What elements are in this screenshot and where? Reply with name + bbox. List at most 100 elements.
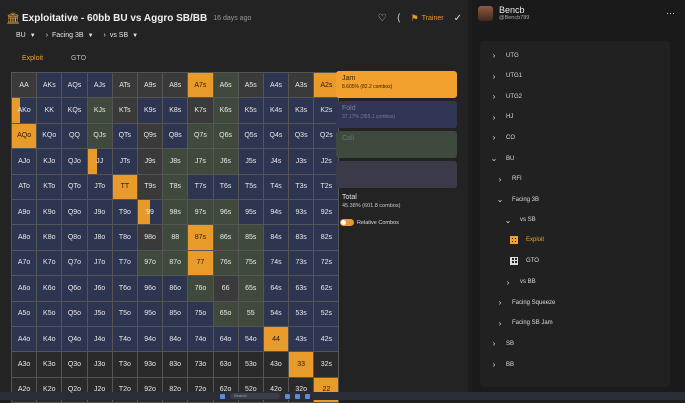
hand-cell[interactable]: QTs xyxy=(112,123,137,149)
filter-opponent[interactable]: › vs SB ▼ xyxy=(104,32,139,39)
hand-cell[interactable]: AJo xyxy=(12,149,37,174)
hand-cell[interactable]: T8o xyxy=(112,225,137,250)
legend-call[interactable]: Call xyxy=(336,131,457,158)
toggle-switch[interactable] xyxy=(340,219,354,226)
hand-cell[interactable]: AJs xyxy=(87,73,112,98)
tab-gto[interactable]: GTO xyxy=(71,55,87,62)
hand-cell[interactable]: J3o xyxy=(87,352,112,377)
hand-cell[interactable]: 84s xyxy=(263,225,289,250)
hand-cell[interactable]: 75o xyxy=(188,301,213,326)
hand-cell[interactable]: Q9o xyxy=(62,199,87,225)
hand-cell[interactable]: JJ xyxy=(87,149,112,174)
hand-cell[interactable]: K3s xyxy=(289,98,314,123)
tree-node[interactable]: › UTG2 xyxy=(490,92,522,101)
hand-cell[interactable]: J9o xyxy=(87,199,112,225)
hand-cell[interactable]: T8s xyxy=(163,174,188,199)
filter-action[interactable]: › Facing 3B ▼ xyxy=(46,32,94,39)
hand-cell[interactable]: K8s xyxy=(163,98,188,123)
hand-cell[interactable]: QQ xyxy=(62,123,87,149)
hand-cell[interactable]: K7s xyxy=(188,98,213,123)
hand-cell[interactable]: Q5s xyxy=(238,123,263,149)
hand-cell[interactable]: 42s xyxy=(314,326,339,352)
hand-cell[interactable]: 94s xyxy=(263,199,289,225)
hand-cell[interactable]: 54s xyxy=(263,301,289,326)
tree-node[interactable]: › vs BB xyxy=(504,278,536,287)
hand-cell[interactable]: 83s xyxy=(289,225,314,250)
hand-cell[interactable]: 63o xyxy=(213,352,238,377)
hand-cell[interactable]: J3s xyxy=(289,149,314,174)
hand-cell[interactable]: J8o xyxy=(87,225,112,250)
hand-cell[interactable]: Q5o xyxy=(62,301,87,326)
hand-cell[interactable]: AQo xyxy=(12,123,37,149)
hand-cell[interactable]: 52s xyxy=(314,301,339,326)
hand-cell[interactable]: Q4o xyxy=(62,326,87,352)
tree-node[interactable]: › BB xyxy=(490,360,514,369)
hand-cell[interactable]: K6s xyxy=(213,98,238,123)
hand-cell[interactable]: A8s xyxy=(163,73,188,98)
hand-cell[interactable]: K5o xyxy=(37,301,62,326)
hand-cell[interactable]: K5s xyxy=(238,98,263,123)
hand-cell[interactable]: K3o xyxy=(37,352,62,377)
hand-cell[interactable]: J2s xyxy=(314,149,339,174)
hand-cell[interactable]: Q6o xyxy=(62,276,87,301)
hand-cell[interactable]: T4o xyxy=(112,326,137,352)
heart-icon[interactable]: ♡ xyxy=(377,12,387,24)
hand-cell[interactable]: K8o xyxy=(37,225,62,250)
hand-cell[interactable]: 95s xyxy=(238,199,263,225)
hand-cell[interactable]: JTo xyxy=(87,174,112,199)
hand-cell[interactable]: T9s xyxy=(137,174,163,199)
hand-cell[interactable]: KJs xyxy=(87,98,112,123)
hand-cell[interactable]: 97o xyxy=(137,250,163,276)
tab-exploit[interactable]: Exploit xyxy=(22,55,44,62)
hand-cell[interactable]: 87s xyxy=(188,225,213,250)
hand-cell[interactable]: 95o xyxy=(137,301,163,326)
hand-cell[interactable]: 53o xyxy=(238,352,263,377)
hand-cell[interactable]: A9s xyxy=(137,73,163,98)
hand-cell[interactable]: T5s xyxy=(238,174,263,199)
hand-cell[interactable]: Q6s xyxy=(213,123,238,149)
hand-cell[interactable]: 76s xyxy=(213,250,238,276)
hand-cell[interactable]: Q4s xyxy=(263,123,289,149)
hand-cell[interactable]: Q7o xyxy=(62,250,87,276)
hand-cell[interactable]: AKs xyxy=(37,73,62,98)
hand-cell[interactable]: 85s xyxy=(238,225,263,250)
hand-cell[interactable]: J5s xyxy=(238,149,263,174)
share-icon[interactable]: ⟨ xyxy=(396,12,401,24)
hand-cell[interactable]: J7s xyxy=(188,149,213,174)
hand-cell[interactable]: K2s xyxy=(314,98,339,123)
tree-node[interactable]: ⌄ vs SB xyxy=(504,216,536,225)
legend-fold[interactable]: Fold 37.17% (355.1 combos) xyxy=(336,101,457,128)
hand-cell[interactable]: 44 xyxy=(263,326,289,352)
user-profile[interactable]: Bencb @Bencb789 xyxy=(478,5,529,21)
hand-cell[interactable]: T2s xyxy=(314,174,339,199)
hand-cell[interactable]: A4s xyxy=(263,73,289,98)
hand-cell[interactable]: 93s xyxy=(289,199,314,225)
hand-cell[interactable]: J7o xyxy=(87,250,112,276)
hand-cell[interactable]: A9o xyxy=(12,199,37,225)
trainer-button[interactable]: ⚑ Trainer xyxy=(411,13,444,24)
hand-cell[interactable]: 74o xyxy=(188,326,213,352)
hand-cell[interactable]: A6o xyxy=(12,276,37,301)
hand-cell[interactable]: J8s xyxy=(163,149,188,174)
hand-cell[interactable]: 93o xyxy=(137,352,163,377)
hand-cell[interactable]: Q8s xyxy=(163,123,188,149)
hand-cell[interactable]: T4s xyxy=(263,174,289,199)
hand-cell[interactable]: QTo xyxy=(62,174,87,199)
hand-cell[interactable]: 83o xyxy=(163,352,188,377)
legend-jam[interactable]: Jam 8.605% (82.2 combos) xyxy=(336,71,457,98)
tree-node[interactable]: › HJ xyxy=(490,113,514,122)
tree-node[interactable]: › UTG xyxy=(490,51,519,60)
hand-cell[interactable]: 65s xyxy=(238,276,263,301)
hand-cell[interactable]: 98s xyxy=(163,199,188,225)
hand-cell[interactable]: 65o xyxy=(213,301,238,326)
hand-cell[interactable]: A5o xyxy=(12,301,37,326)
hand-cell[interactable]: T5o xyxy=(112,301,137,326)
hand-cell[interactable]: 82s xyxy=(314,225,339,250)
hand-cell[interactable]: 53s xyxy=(289,301,314,326)
hand-cell[interactable]: T3s xyxy=(289,174,314,199)
tree-node[interactable]: ⌄ BU xyxy=(490,154,515,163)
hand-cell[interactable]: J6s xyxy=(213,149,238,174)
hand-cell[interactable]: 88 xyxy=(163,225,188,250)
hand-cell[interactable]: A3o xyxy=(12,352,37,377)
legend-other[interactable] xyxy=(336,161,457,188)
